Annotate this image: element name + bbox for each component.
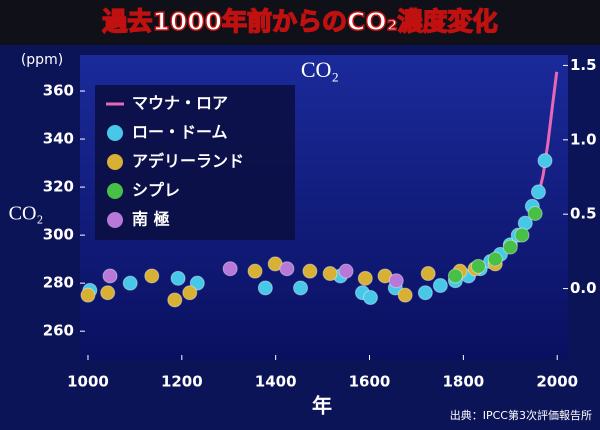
y-tick-label: 280: [43, 274, 74, 292]
y-unit: (ppm): [21, 52, 63, 68]
data-point: [257, 280, 273, 296]
legend-box: [95, 85, 295, 240]
data-point: [189, 275, 205, 291]
data-point: [222, 261, 238, 277]
data-point: [357, 270, 373, 286]
legend-swatch: [107, 212, 123, 228]
data-point: [362, 290, 378, 306]
data-point: [102, 268, 118, 284]
y-axis-label: CO₂: [9, 203, 44, 225]
x-axis-label: 年: [312, 394, 332, 418]
data-point: [100, 285, 116, 301]
data-point: [302, 263, 318, 279]
legend-label: シプレ: [132, 181, 180, 200]
chart-subtitle: CO₂: [301, 57, 339, 82]
legend-label: 南 極: [132, 210, 170, 229]
y-tick-label: 300: [43, 226, 74, 244]
legend-swatch: [107, 154, 123, 170]
y2-tick-label: 0.5: [570, 205, 597, 223]
y2-tick-label: 1.5: [570, 56, 597, 74]
y-tick-label: 320: [43, 178, 74, 196]
data-point: [527, 206, 543, 222]
y-tick-label: 260: [43, 322, 74, 340]
title-bar: [0, 0, 600, 45]
data-point: [447, 268, 463, 284]
x-tick-label: 1400: [255, 373, 297, 391]
data-point: [122, 275, 138, 291]
data-point: [338, 263, 354, 279]
data-point: [487, 251, 503, 267]
data-point: [167, 292, 183, 308]
data-point: [420, 266, 436, 282]
data-point: [417, 285, 433, 301]
legend-label: マウナ・ロア: [132, 94, 228, 113]
y-tick-label: 340: [43, 130, 74, 148]
data-line: [536, 71, 559, 200]
data-point: [170, 270, 186, 286]
x-tick-label: 1800: [442, 373, 484, 391]
data-point: [293, 280, 309, 296]
legend-swatch: [107, 125, 123, 141]
legend-label: アデリーランド: [132, 152, 244, 171]
source: 出典：IPCC第3次評価報告所: [450, 408, 592, 422]
chart-title: 過去1000年前からのCO₂濃度変化: [102, 7, 497, 36]
y2-tick-label: 1.0: [570, 130, 597, 148]
x-tick-label: 2000: [536, 373, 578, 391]
data-point: [537, 153, 553, 169]
y2-tick-label: 0.0: [570, 279, 597, 297]
data-point: [470, 258, 486, 274]
data-point: [432, 278, 448, 294]
data-point: [80, 287, 96, 303]
x-tick-label: 1600: [349, 373, 391, 391]
data-point: [388, 273, 404, 289]
x-tick-label: 1200: [161, 373, 203, 391]
x-tick-label: 1000: [67, 373, 109, 391]
data-point: [397, 287, 413, 303]
data-point: [514, 227, 530, 243]
data-point: [530, 184, 546, 200]
data-point: [279, 261, 295, 277]
data-point: [502, 239, 518, 255]
data-point: [247, 263, 263, 279]
data-point: [182, 285, 198, 301]
data-point: [322, 266, 338, 282]
y-tick-label: 360: [43, 82, 74, 100]
legend-swatch: [107, 183, 123, 199]
data-point: [144, 268, 160, 284]
legend-label: ロー・ドーム: [132, 123, 228, 142]
